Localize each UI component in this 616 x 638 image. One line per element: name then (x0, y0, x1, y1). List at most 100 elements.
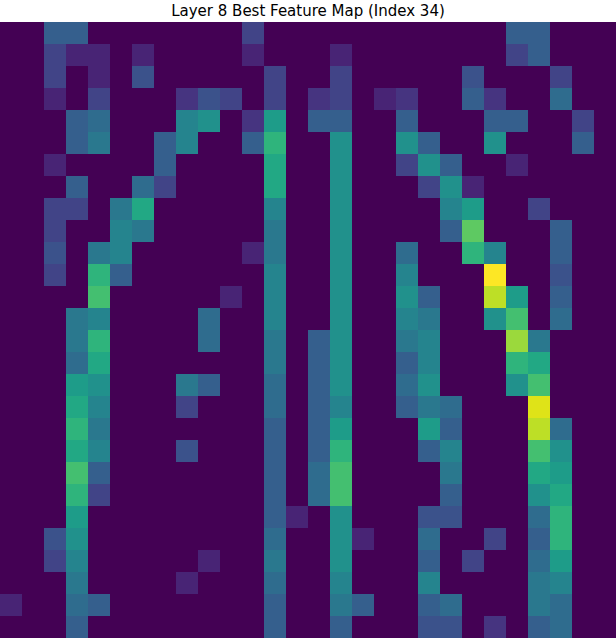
cell (440, 308, 463, 331)
cell (198, 176, 221, 199)
cell (154, 66, 177, 89)
cell (22, 198, 45, 221)
cell (220, 176, 243, 199)
cell (374, 264, 397, 287)
cell (440, 330, 463, 353)
cell (154, 506, 177, 529)
cell (176, 550, 199, 573)
cell (44, 572, 67, 595)
cell (572, 528, 595, 551)
cell (242, 286, 265, 309)
cell (22, 484, 45, 507)
cell (66, 506, 89, 529)
cell (440, 66, 463, 89)
cell (572, 484, 595, 507)
cell (374, 44, 397, 67)
cell (418, 132, 441, 155)
cell (352, 66, 375, 89)
cell (572, 286, 595, 309)
cell (462, 330, 485, 353)
cell (264, 330, 287, 353)
cell (396, 88, 419, 111)
cell (352, 352, 375, 375)
cell (66, 352, 89, 375)
cell (308, 484, 331, 507)
cell (44, 110, 67, 133)
cell (594, 396, 616, 419)
cell (154, 528, 177, 551)
cell (330, 440, 353, 463)
cell (198, 242, 221, 265)
cell (418, 440, 441, 463)
cell (374, 132, 397, 155)
cell (220, 484, 243, 507)
cell (22, 594, 45, 617)
cell (176, 506, 199, 529)
cell (0, 110, 23, 133)
cell (220, 506, 243, 529)
cell (440, 88, 463, 111)
cell (484, 550, 507, 573)
cell (22, 440, 45, 463)
cell (110, 462, 133, 485)
cell (110, 572, 133, 595)
cell (220, 308, 243, 331)
cell (308, 550, 331, 573)
cell (550, 110, 573, 133)
cell (550, 550, 573, 573)
cell (220, 66, 243, 89)
cell (484, 264, 507, 287)
cell (440, 176, 463, 199)
cell (418, 572, 441, 595)
cell (220, 110, 243, 133)
cell (176, 330, 199, 353)
cell (44, 528, 67, 551)
cell (550, 352, 573, 375)
cell (0, 88, 23, 111)
cell (528, 440, 551, 463)
cell (352, 308, 375, 331)
cell (352, 154, 375, 177)
cell (462, 572, 485, 595)
cell (594, 220, 616, 243)
cell (352, 396, 375, 419)
cell (330, 374, 353, 397)
cell (396, 110, 419, 133)
cell (374, 154, 397, 177)
cell (88, 154, 111, 177)
cell (528, 550, 551, 573)
cell (88, 88, 111, 111)
cell (264, 264, 287, 287)
cell (44, 418, 67, 441)
cell (396, 506, 419, 529)
cell (44, 594, 67, 617)
cell (220, 220, 243, 243)
cell (242, 506, 265, 529)
cell (396, 352, 419, 375)
cell (0, 286, 23, 309)
cell (374, 110, 397, 133)
cell (374, 484, 397, 507)
cell (396, 308, 419, 331)
cell (330, 352, 353, 375)
cell (22, 154, 45, 177)
cell (0, 198, 23, 221)
cell (220, 594, 243, 617)
cell (132, 440, 155, 463)
cell (440, 572, 463, 595)
cell (0, 66, 23, 89)
cell (330, 44, 353, 67)
cell (242, 66, 265, 89)
cell (506, 616, 529, 638)
cell (572, 22, 595, 45)
cell (22, 242, 45, 265)
cell (176, 418, 199, 441)
cell (308, 462, 331, 485)
cell (462, 462, 485, 485)
cell (572, 440, 595, 463)
cell (242, 330, 265, 353)
cell (528, 198, 551, 221)
cell (22, 330, 45, 353)
cell (330, 616, 353, 638)
cell (308, 616, 331, 638)
